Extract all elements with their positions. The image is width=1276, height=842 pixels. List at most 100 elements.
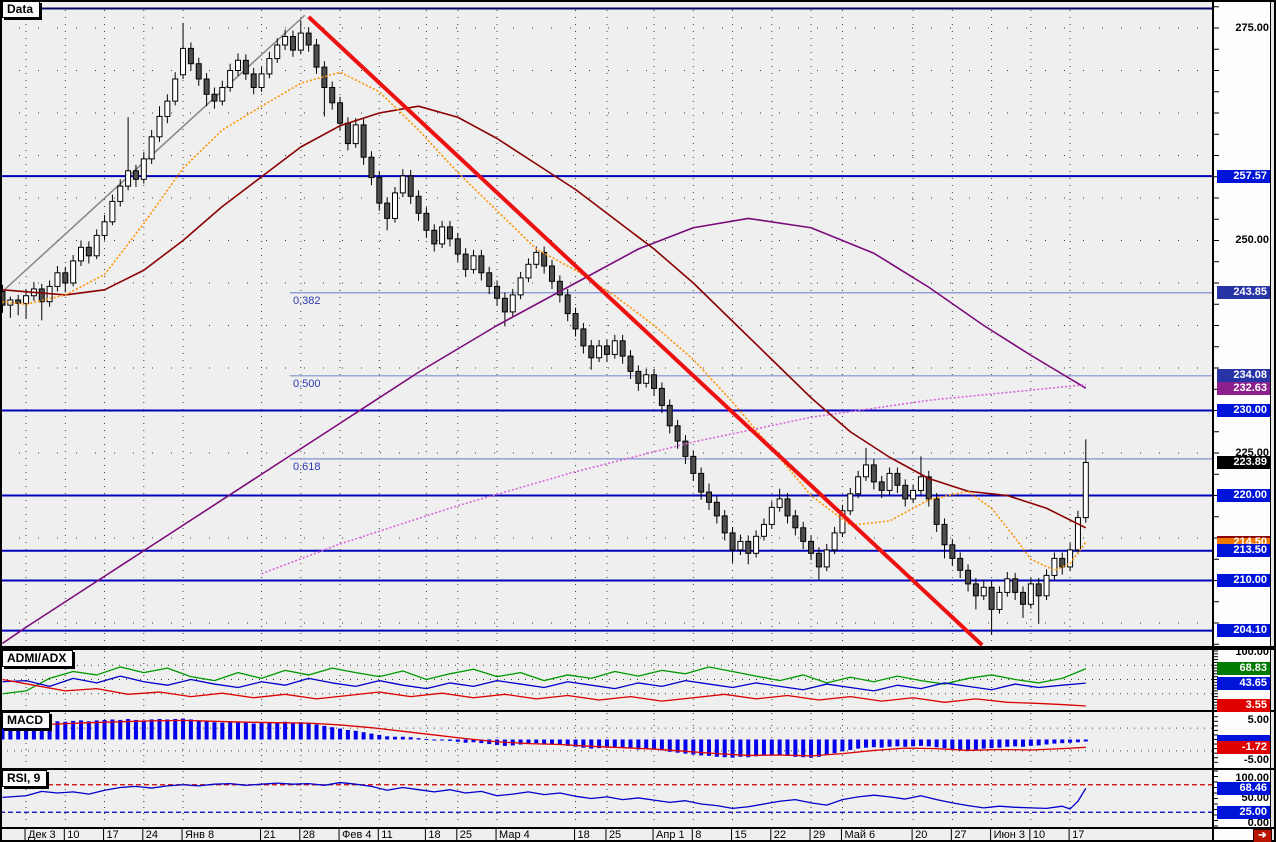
macd-bar bbox=[39, 723, 44, 740]
candle-up bbox=[235, 59, 241, 71]
candle-down bbox=[674, 425, 681, 442]
macd-bar bbox=[424, 739, 429, 741]
macd-bar bbox=[479, 739, 484, 744]
candle-up bbox=[352, 124, 359, 145]
macd-bar bbox=[1075, 739, 1080, 743]
candle-down bbox=[925, 476, 932, 500]
macd-bar bbox=[832, 739, 837, 754]
candle-down bbox=[462, 253, 469, 270]
candle-up bbox=[227, 70, 234, 88]
candle-down bbox=[313, 44, 320, 68]
macd-bar bbox=[236, 721, 240, 740]
candle-up bbox=[917, 476, 924, 491]
macd-bar bbox=[314, 724, 319, 740]
macd-bar bbox=[1036, 739, 1041, 746]
candle-up bbox=[392, 192, 398, 219]
candle-down bbox=[588, 345, 595, 359]
macd-bar bbox=[385, 736, 390, 740]
candle-up bbox=[93, 234, 100, 257]
macd-bar bbox=[149, 719, 154, 740]
macd-bar bbox=[290, 722, 295, 740]
macd-bar bbox=[864, 739, 868, 748]
candle-up bbox=[855, 476, 862, 495]
candle-down bbox=[949, 544, 956, 559]
candle-up bbox=[470, 255, 477, 270]
candle-down bbox=[580, 328, 587, 347]
macd-bar bbox=[1013, 739, 1018, 747]
macd-bar bbox=[966, 739, 971, 750]
macd-bar bbox=[1083, 739, 1088, 742]
candle-down bbox=[454, 238, 461, 255]
candle-down bbox=[658, 387, 665, 406]
adx-panel-tab[interactable]: ADMI/ADX bbox=[2, 650, 74, 667]
candlesticks-layer bbox=[0, 20, 1089, 635]
macd-bar bbox=[840, 739, 845, 752]
macd-bar bbox=[722, 739, 727, 758]
candle-down bbox=[800, 527, 807, 542]
macd-bar bbox=[259, 723, 264, 740]
macd-bar bbox=[400, 736, 405, 740]
macd-bar bbox=[298, 722, 303, 740]
candle-down bbox=[132, 170, 139, 180]
macd-bar bbox=[754, 739, 759, 757]
macd-bar bbox=[1044, 739, 1049, 745]
candle-down bbox=[572, 313, 579, 330]
macd-bar bbox=[769, 739, 774, 755]
macd-bar bbox=[275, 722, 280, 740]
candle-up bbox=[109, 200, 116, 223]
candle-up bbox=[1082, 461, 1089, 519]
macd-bar bbox=[228, 722, 233, 740]
frame-layer bbox=[1214, 0, 1276, 842]
candle-up bbox=[148, 136, 155, 160]
macd-bar bbox=[487, 739, 492, 745]
candle-down bbox=[933, 498, 940, 525]
macd-bar bbox=[958, 739, 963, 750]
macd-bar bbox=[683, 739, 688, 754]
macd-bar bbox=[330, 727, 335, 740]
candle-up bbox=[823, 549, 830, 568]
macd-bar bbox=[79, 720, 83, 740]
candle-down bbox=[0, 291, 6, 306]
macd-bar bbox=[659, 739, 664, 751]
candle-up bbox=[439, 226, 446, 245]
macd-bar bbox=[126, 719, 131, 740]
macd-bar bbox=[220, 722, 225, 740]
candle-up bbox=[1067, 549, 1074, 568]
candle-down bbox=[549, 265, 555, 282]
macd-bar bbox=[620, 739, 625, 748]
candle-down bbox=[878, 481, 885, 491]
rsi-layer bbox=[0, 781, 1213, 813]
candle-down bbox=[603, 345, 610, 355]
macd-panel-tab[interactable]: MACD bbox=[2, 712, 50, 729]
candle-up bbox=[643, 374, 650, 384]
macd-bar bbox=[816, 739, 821, 757]
macd-bar bbox=[47, 722, 52, 740]
macd-bar bbox=[408, 737, 413, 740]
candle-down bbox=[486, 272, 493, 287]
candle-down bbox=[250, 73, 257, 89]
rsi-panel-tab[interactable]: RSI, 9 bbox=[2, 770, 48, 787]
candle-down bbox=[376, 177, 383, 204]
macd-bar bbox=[612, 739, 617, 748]
macd-bar bbox=[526, 739, 531, 744]
macd-bar bbox=[581, 739, 586, 748]
data-window-tab[interactable]: Data bbox=[2, 1, 41, 18]
candle-down bbox=[289, 36, 296, 51]
candle-up bbox=[78, 246, 84, 262]
candle-up bbox=[282, 36, 289, 46]
candle-down bbox=[706, 491, 712, 503]
macd-bar bbox=[71, 720, 76, 740]
candle-up bbox=[525, 263, 532, 279]
macd-bar bbox=[212, 722, 217, 740]
macd-bar bbox=[1068, 739, 1073, 743]
macd-bar bbox=[652, 739, 657, 750]
candle-down bbox=[815, 552, 822, 568]
candle-up bbox=[1051, 557, 1058, 576]
scroll-right-icon[interactable]: ➔ bbox=[1253, 829, 1272, 842]
macd-bar bbox=[1005, 739, 1010, 747]
macd-bar bbox=[447, 739, 452, 741]
candle-down bbox=[1012, 578, 1019, 593]
macd-bar bbox=[785, 739, 790, 756]
macd-bar bbox=[989, 739, 994, 749]
candle-up bbox=[23, 295, 30, 304]
